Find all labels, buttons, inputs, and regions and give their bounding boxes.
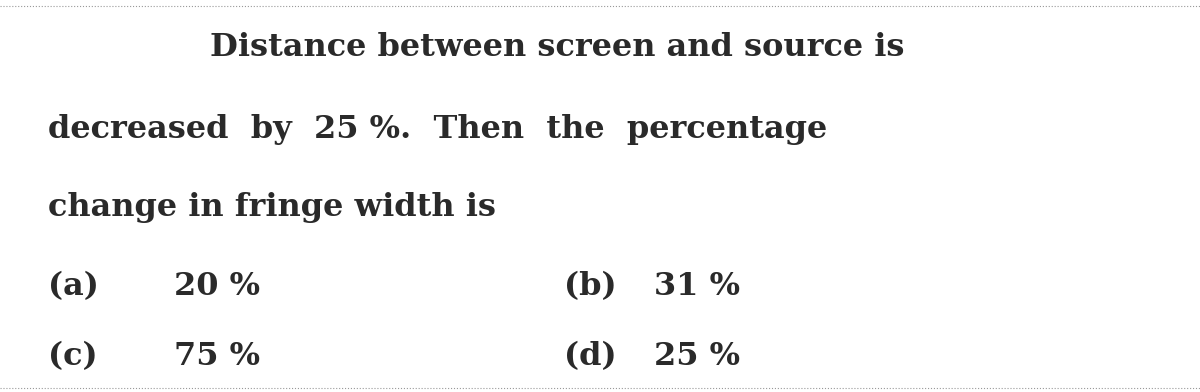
Text: (a): (a) [48,270,98,302]
Text: (c): (c) [48,341,97,372]
Text: decreased  by  25 %.  Then  the  percentage: decreased by 25 %. Then the percentage [48,114,827,145]
Text: (b): (b) [564,270,617,302]
Text: (d): (d) [564,341,617,372]
Text: 75 %: 75 % [174,341,260,372]
Text: 20 %: 20 % [174,270,260,302]
Text: 31 %: 31 % [654,270,740,302]
Text: change in fringe width is: change in fringe width is [48,192,496,223]
Text: 25 %: 25 % [654,341,740,372]
Text: Distance between screen and source is: Distance between screen and source is [210,31,905,63]
